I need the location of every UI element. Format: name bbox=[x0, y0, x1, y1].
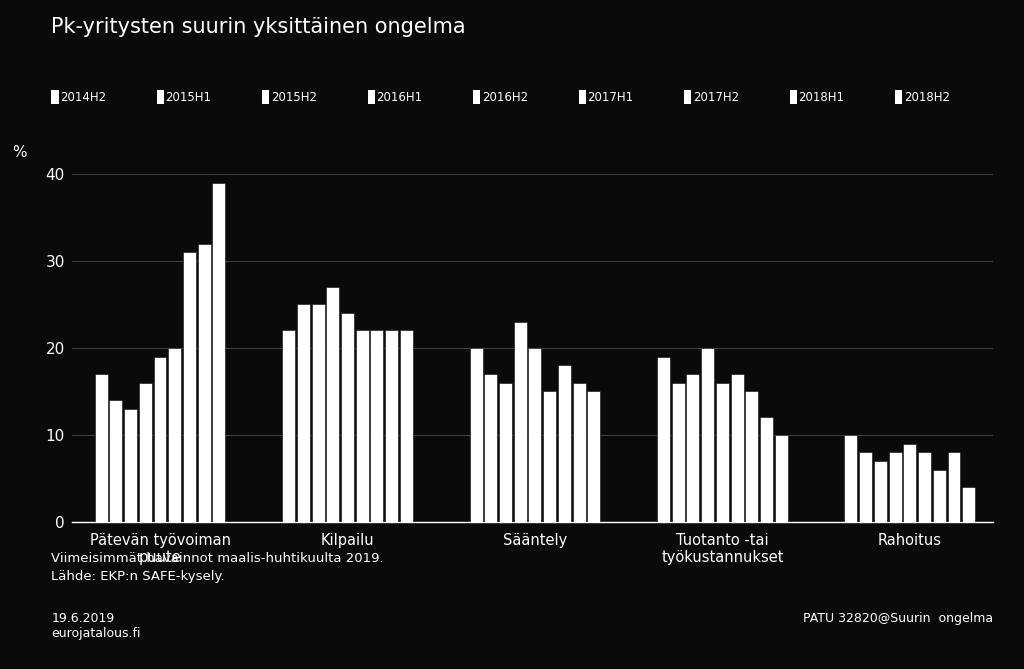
Bar bbox=[701, 348, 714, 522]
Text: 2017H2: 2017H2 bbox=[692, 90, 738, 104]
Bar bbox=[775, 435, 787, 522]
Bar bbox=[94, 374, 108, 522]
Bar bbox=[588, 391, 600, 522]
Bar bbox=[745, 391, 759, 522]
Bar bbox=[110, 400, 122, 522]
Bar bbox=[282, 330, 295, 522]
Bar bbox=[572, 383, 586, 522]
Bar bbox=[470, 348, 482, 522]
Bar bbox=[859, 452, 872, 522]
Bar bbox=[731, 374, 743, 522]
Bar bbox=[355, 330, 369, 522]
Bar bbox=[903, 444, 916, 522]
Bar bbox=[327, 287, 339, 522]
Bar bbox=[873, 461, 887, 522]
Bar bbox=[919, 452, 931, 522]
Bar bbox=[543, 391, 556, 522]
Text: PATU 32820@Suurin  ongelma: PATU 32820@Suurin ongelma bbox=[803, 612, 993, 625]
Bar bbox=[657, 357, 670, 522]
Bar bbox=[845, 435, 857, 522]
Text: Lähde: EKP:n SAFE-kysely.: Lähde: EKP:n SAFE-kysely. bbox=[51, 570, 225, 583]
Bar bbox=[499, 383, 512, 522]
Bar bbox=[341, 313, 354, 522]
Bar bbox=[760, 417, 773, 522]
Text: 2018H2: 2018H2 bbox=[903, 90, 949, 104]
Text: 2016H2: 2016H2 bbox=[481, 90, 527, 104]
Text: 2016H1: 2016H1 bbox=[376, 90, 422, 104]
Bar bbox=[672, 383, 685, 522]
Text: 2018H1: 2018H1 bbox=[798, 90, 844, 104]
Bar bbox=[933, 470, 946, 522]
Bar bbox=[400, 330, 413, 522]
Text: %: % bbox=[12, 145, 27, 160]
Text: Viimeisimmät havainnot maalis-huhtikuulta 2019.: Viimeisimmät havainnot maalis-huhtikuult… bbox=[51, 552, 384, 565]
Text: Pk-yritysten suurin yksittäinen ongelma: Pk-yritysten suurin yksittäinen ongelma bbox=[51, 17, 466, 37]
Bar bbox=[716, 383, 729, 522]
Bar bbox=[212, 183, 225, 522]
Bar bbox=[385, 330, 398, 522]
Text: 2017H1: 2017H1 bbox=[587, 90, 633, 104]
Bar bbox=[183, 252, 196, 522]
Bar bbox=[947, 452, 961, 522]
Bar bbox=[198, 244, 211, 522]
Bar bbox=[168, 348, 181, 522]
Bar bbox=[297, 304, 310, 522]
Text: 19.6.2019
eurojatalous.fi: 19.6.2019 eurojatalous.fi bbox=[51, 612, 140, 640]
Text: 2015H2: 2015H2 bbox=[270, 90, 316, 104]
Bar bbox=[371, 330, 383, 522]
Bar bbox=[528, 348, 542, 522]
Bar bbox=[124, 409, 137, 522]
Bar bbox=[154, 357, 167, 522]
Bar bbox=[963, 487, 975, 522]
Bar bbox=[686, 374, 699, 522]
Text: 2015H1: 2015H1 bbox=[165, 90, 211, 104]
Bar bbox=[514, 322, 526, 522]
Bar bbox=[311, 304, 325, 522]
Bar bbox=[889, 452, 901, 522]
Bar bbox=[484, 374, 498, 522]
Bar bbox=[558, 365, 570, 522]
Text: 2014H2: 2014H2 bbox=[59, 90, 105, 104]
Bar bbox=[139, 383, 152, 522]
